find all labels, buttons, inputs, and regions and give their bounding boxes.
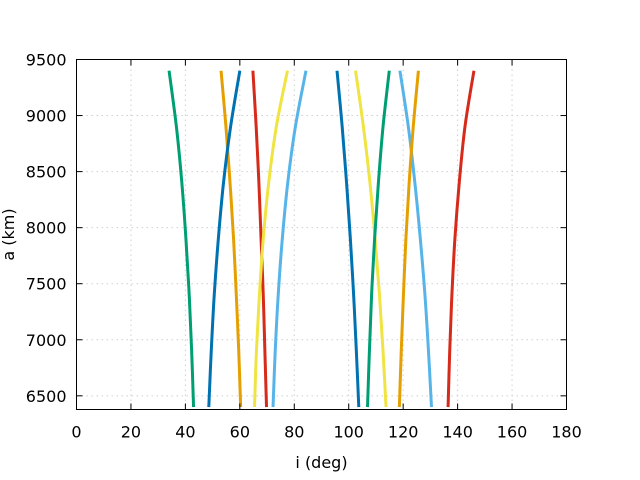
y-tick-label: 7500 [26, 275, 67, 294]
series-line-7 [335, 70, 361, 408]
gridlines [76, 59, 567, 410]
series-line-11 [397, 70, 420, 408]
series-line-2 [219, 70, 243, 408]
series-line-8 [354, 70, 388, 408]
y-tick-label: 8000 [26, 219, 67, 238]
x-tick-label: 120 [388, 423, 419, 442]
y-axis-label: a (km) [0, 208, 18, 260]
x-tick-label: 20 [121, 423, 141, 442]
plot-frame [76, 59, 567, 410]
x-axis-label: i (deg) [295, 453, 347, 472]
series-line-9 [366, 70, 391, 408]
x-tick-label: 0 [71, 423, 81, 442]
x-tick-label: 100 [333, 423, 364, 442]
axis-ticks: 0 20 40 60 80 100 120 140 160 180 6500 7000 7500 8000… [26, 51, 582, 442]
y-tick-label: 7000 [26, 331, 67, 350]
y-tick-label: 6500 [26, 387, 67, 406]
series-lines [167, 70, 476, 408]
x-tick-label: 140 [442, 423, 473, 442]
series-line-1 [167, 70, 196, 408]
series-line-10 [398, 70, 433, 408]
x-tick-label: 40 [175, 423, 195, 442]
series-line-5 [253, 70, 289, 408]
x-tick-label: 80 [284, 423, 304, 442]
series-line-12 [446, 70, 476, 408]
series-line-6 [271, 70, 308, 408]
x-tick-label: 60 [230, 423, 250, 442]
series-line-4 [251, 70, 269, 408]
series-line-3 [207, 70, 242, 408]
y-tick-label: 9000 [26, 107, 67, 126]
y-tick-label: 9500 [26, 51, 67, 70]
x-tick-label: 160 [497, 423, 528, 442]
y-tick-label: 8500 [26, 163, 67, 182]
x-tick-label: 180 [551, 423, 582, 442]
